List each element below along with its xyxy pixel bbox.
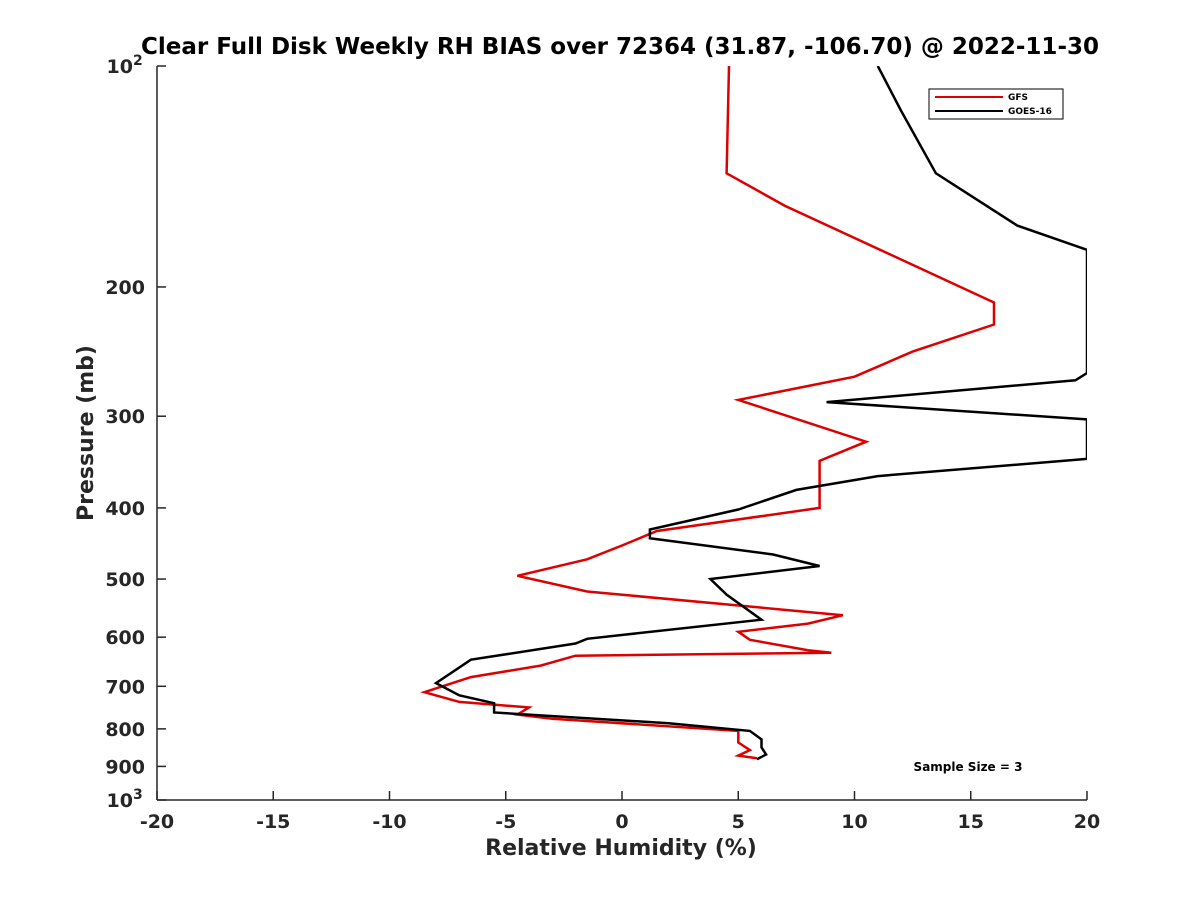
- x-tick-label: -10: [372, 811, 406, 833]
- y-tick-exponent: 2: [133, 53, 143, 69]
- legend-label-gfs: GFS: [1008, 93, 1028, 103]
- y-tick-label: 800: [105, 719, 145, 741]
- x-tick-label: -5: [495, 811, 516, 833]
- series-line-gfs: [420, 66, 996, 760]
- x-tick-label: 10: [841, 811, 867, 833]
- y-tick-label: 900: [105, 756, 145, 778]
- y-tick-label: 500: [105, 569, 145, 591]
- legend-box: [928, 88, 1064, 120]
- legend-label-goes16: GOES-16: [1008, 107, 1052, 117]
- y-tick-label: 700: [105, 676, 145, 698]
- x-tick-label: -20: [140, 811, 174, 833]
- sample-size-annotation: Sample Size = 3: [914, 760, 1023, 774]
- y-tick-label: 10: [107, 56, 133, 78]
- x-axis-label: Relative Humidity (%): [485, 836, 757, 861]
- y-tick-label: 10: [107, 790, 133, 812]
- y-tick-label: 600: [105, 627, 145, 649]
- y-tick-label: 400: [105, 498, 145, 520]
- y-tick-exponent: 3: [133, 787, 143, 803]
- x-tick-label: 20: [1074, 811, 1100, 833]
- series-lines: [420, 66, 1087, 761]
- x-tick-label: 0: [615, 811, 628, 833]
- x-tick-label: -15: [256, 811, 290, 833]
- x-tick-label: 15: [958, 811, 984, 833]
- x-ticks: -20 -15 -10 -5 0 5 10 15 20: [140, 791, 1100, 833]
- chart-title: Clear Full Disk Weekly RH BIAS over 7236…: [141, 34, 1099, 60]
- legend: GFS GOES-16: [928, 88, 1064, 120]
- series-line-goes16: [433, 66, 1087, 761]
- y-tick-label: 300: [105, 406, 145, 428]
- y-tick-label: 200: [105, 277, 145, 299]
- x-tick-label: 5: [732, 811, 745, 833]
- y-axis-label: Pressure (mb): [74, 345, 99, 521]
